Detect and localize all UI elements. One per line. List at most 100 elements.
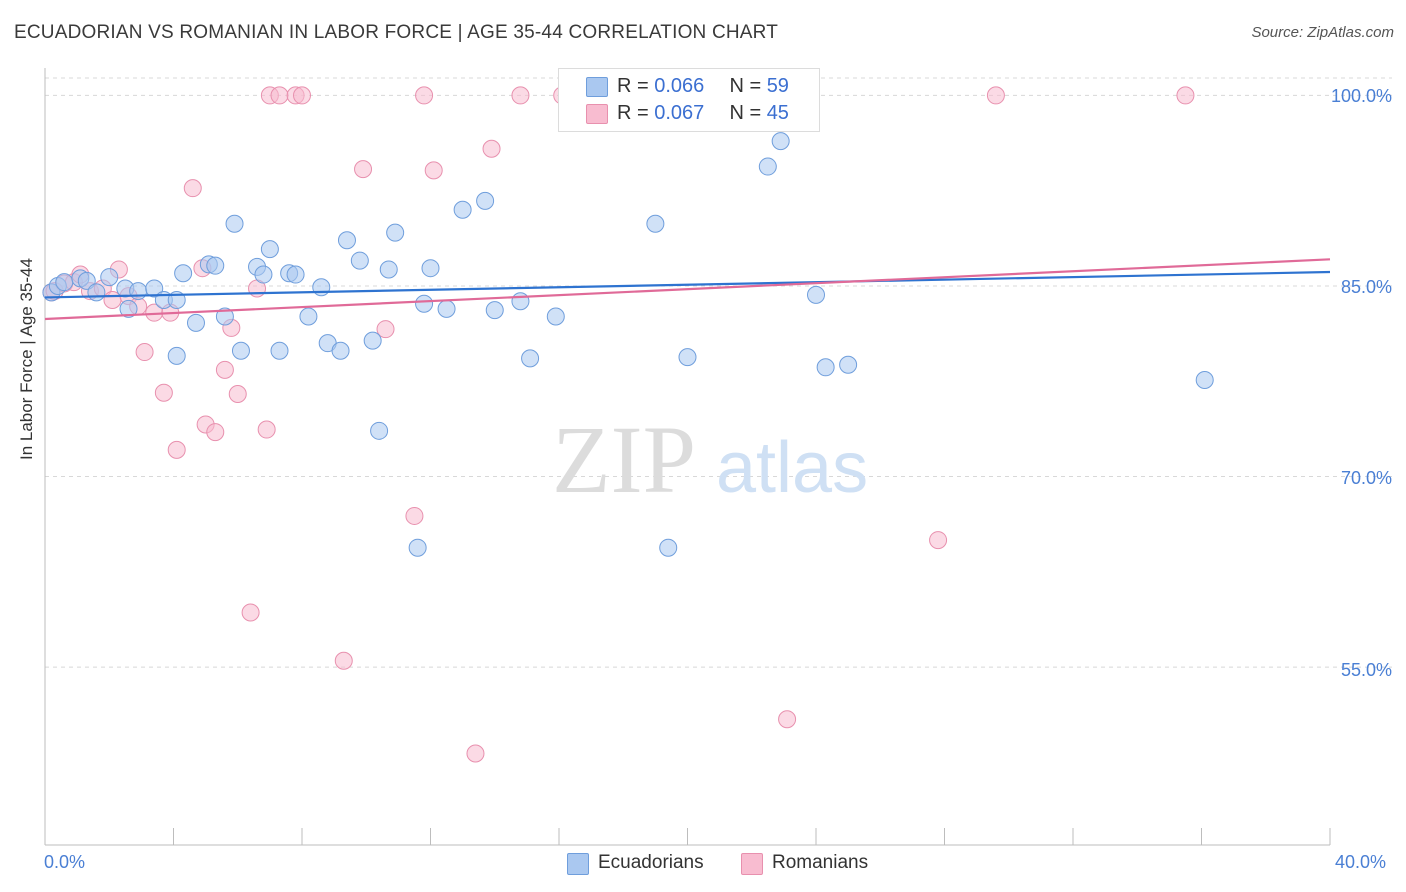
- y-tick-label-100: 100.0%: [1330, 86, 1392, 106]
- romanian-swatch: [586, 104, 608, 124]
- romanian-point: [270, 86, 289, 105]
- ecuadorian-point: [370, 421, 389, 440]
- ecuadorian-point: [839, 355, 858, 374]
- ecuadorian-point: [312, 278, 331, 297]
- ecuadorian-point: [270, 341, 289, 360]
- grid-lines: [45, 77, 1392, 668]
- ecuadorian-point: [55, 273, 74, 292]
- ecuadorian-point: [476, 191, 495, 210]
- watermark: ZIP atlas: [552, 406, 868, 513]
- ecuadorian-point: [254, 265, 273, 284]
- ecuadorian-trend-line: [44, 270, 1331, 299]
- ecuadorian-point: [350, 251, 369, 270]
- romanian-point: [1176, 86, 1195, 105]
- romanian-point: [215, 360, 234, 379]
- romanian-point: [206, 423, 225, 442]
- y-axis-label: In Labor Force | Age 35-44: [17, 258, 36, 460]
- romanian-point: [354, 160, 373, 179]
- ecuadorian-point: [337, 231, 356, 250]
- y-tick-label-55: 55.0%: [1340, 660, 1392, 680]
- ecuadorian-point: [659, 538, 678, 557]
- y-tick-label-70: 70.0%: [1340, 468, 1392, 488]
- ecuadorian-point: [415, 294, 434, 313]
- n-label: N =: [729, 102, 762, 124]
- ecuadorian-point: [511, 292, 530, 311]
- romanian-point: [167, 440, 186, 459]
- romanian-point: [466, 744, 485, 763]
- ecuadorian-point: [87, 283, 106, 302]
- ecuadorian-point: [231, 341, 250, 360]
- ecuadorian-point: [678, 348, 697, 367]
- ecuadorian-point: [453, 200, 472, 219]
- romanian-point: [424, 161, 443, 180]
- ecuadorian-point: [174, 264, 193, 283]
- source-label: Source: ZipAtlas.com: [1251, 24, 1394, 41]
- romanian-point: [778, 710, 797, 729]
- ecuadorian-point: [286, 265, 305, 284]
- romanian-point: [241, 603, 260, 622]
- ecuadorian-point: [546, 307, 565, 326]
- ecuadorian-point: [186, 313, 205, 332]
- ecuadorian-point: [215, 307, 234, 326]
- romanian-point: [376, 320, 395, 339]
- ecuadorian-point: [758, 157, 777, 176]
- r-label: R =: [617, 75, 649, 97]
- romanian-point: [135, 343, 154, 362]
- romanian-point: [415, 86, 434, 105]
- ecuadorians-legend-swatch: [567, 853, 589, 875]
- ecuadorian-point: [119, 299, 138, 318]
- romanian-point: [334, 651, 353, 670]
- axes: [44, 68, 1331, 846]
- romanian-point: [228, 384, 247, 403]
- romanian-point: [511, 86, 530, 105]
- ecuadorian-point: [167, 346, 186, 365]
- romanian-point: [405, 506, 424, 525]
- ecuadorian-point: [129, 282, 148, 301]
- ecuadorian-point: [206, 256, 225, 275]
- ecuadorian-point: [421, 259, 440, 278]
- romanian-n-value: 45: [766, 102, 789, 124]
- ecuadorian-point: [225, 214, 244, 233]
- ecuadorian-point: [331, 341, 350, 360]
- ecuadorian-point: [485, 301, 504, 320]
- ecuadorian-point: [521, 349, 540, 368]
- ecuadorian-point: [100, 268, 119, 287]
- ecuadorian-point: [771, 132, 790, 151]
- ecuadorian-stats: R = 0.066 N = 59: [617, 75, 789, 98]
- romanian-point: [293, 86, 311, 105]
- ecuadorian-swatch: [586, 77, 608, 97]
- watermark-zip: ZIP: [552, 406, 696, 513]
- ecuadorian-point: [1195, 371, 1214, 389]
- ecuadorian-point: [408, 538, 427, 557]
- watermark-atlas: atlas: [716, 428, 868, 508]
- romanian-point: [154, 383, 173, 402]
- romanian-stats: R = 0.067 N = 45: [617, 102, 789, 125]
- trend-lines: [44, 258, 1331, 321]
- romanian-point: [257, 420, 276, 439]
- ecuadorians-legend-label: Ecuadorians: [598, 852, 704, 873]
- romanian-trend-line: [44, 258, 1331, 321]
- romanians-legend-swatch: [741, 853, 763, 875]
- romanian-point: [986, 86, 1005, 105]
- ecuadorian-point: [437, 299, 456, 318]
- y-tick-label-85: 85.0%: [1340, 277, 1392, 297]
- romanian-point: [929, 531, 948, 550]
- ecuadorian-point: [260, 240, 279, 259]
- ecuadorian-point: [807, 285, 825, 304]
- stats-legend: R = 0.066 N = 59 R = 0.067 N = 45: [558, 68, 820, 132]
- romanian-point: [482, 139, 501, 158]
- chart-title: ECUADORIAN VS ROMANIAN IN LABOR FORCE | …: [14, 22, 779, 43]
- ecuadorian-point: [386, 223, 405, 242]
- ecuadorian-r-value: 0.066: [654, 75, 705, 97]
- ecuadorian-point: [363, 331, 382, 350]
- romanian-point: [183, 179, 202, 198]
- ecuadorian-point: [646, 214, 665, 233]
- n-label: N =: [729, 75, 762, 97]
- ecuadorian-point: [816, 358, 835, 377]
- x-tick-label-max: 40.0%: [1335, 852, 1387, 872]
- ecuadorian-point: [379, 260, 398, 279]
- r-label: R =: [617, 102, 649, 124]
- x-tick-label-min: 0.0%: [44, 852, 86, 872]
- romanians-legend-label: Romanians: [772, 852, 869, 873]
